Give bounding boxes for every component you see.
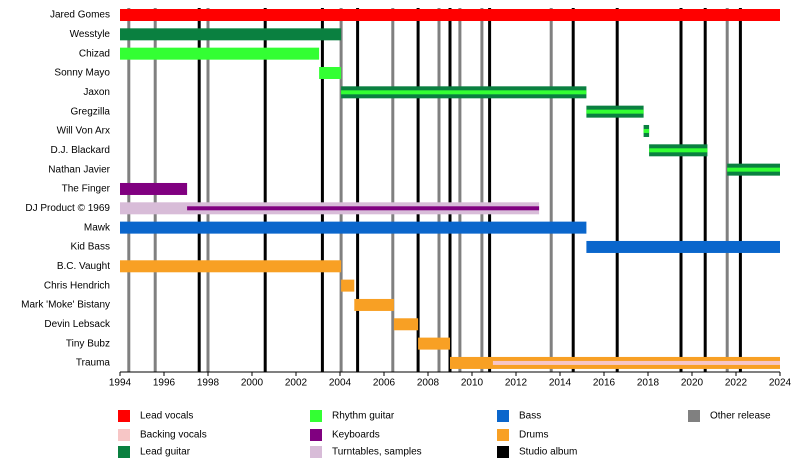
legend-swatch — [118, 410, 130, 422]
legend-swatch — [310, 410, 322, 422]
legend-swatch — [497, 446, 509, 458]
member-name: Will Von Arx — [57, 126, 110, 137]
member-name: The Finger — [62, 184, 111, 195]
legend-swatch — [310, 429, 322, 441]
member-bar — [120, 182, 188, 195]
member-name: Mawk — [84, 222, 111, 233]
member-name: Wesstyle — [70, 29, 111, 40]
member-name: Nathan Javier — [48, 164, 110, 175]
member-bar — [319, 66, 342, 79]
member-stripe — [187, 206, 540, 211]
member-stripe — [649, 148, 708, 153]
x-tick-label: 1998 — [197, 378, 220, 389]
member-bar — [418, 337, 450, 350]
legend-label: Turntables, samples — [332, 447, 422, 458]
x-tick-label: 1994 — [109, 378, 132, 389]
legend-swatch — [497, 410, 509, 422]
x-tick-label: 2020 — [681, 378, 704, 389]
x-tick-label: 1996 — [153, 378, 176, 389]
member-name: Jared Gomes — [50, 10, 110, 21]
legend-label: Studio album — [519, 447, 577, 458]
member-name: Mark 'Moke' Bistany — [21, 300, 110, 311]
x-tick-label: 2008 — [417, 378, 440, 389]
member-name: Gregzilla — [71, 106, 111, 117]
x-tick-label: 2002 — [285, 378, 308, 389]
member-bar — [393, 318, 419, 331]
member-bar — [120, 221, 587, 234]
x-tick-label: 2018 — [637, 378, 660, 389]
member-bar — [120, 47, 320, 60]
legend-label: Drums — [519, 430, 548, 441]
x-tick-label: 2006 — [373, 378, 396, 389]
legend-swatch — [118, 429, 130, 441]
member-stripe — [492, 360, 780, 365]
member-name: Chizad — [79, 48, 110, 59]
member-name: Tiny Bubz — [66, 338, 110, 349]
legend-label: Rhythm guitar — [332, 411, 395, 422]
legend-label: Lead vocals — [140, 411, 193, 422]
x-tick-label: 2004 — [329, 378, 352, 389]
member-name: Kid Bass — [71, 242, 110, 253]
legend-swatch — [118, 446, 130, 458]
legend-label: Backing vocals — [140, 430, 207, 441]
x-tick-label: 2012 — [505, 378, 528, 389]
legend-label: Other release — [710, 411, 771, 422]
member-bar — [120, 9, 780, 21]
legend-swatch — [497, 429, 509, 441]
member-name: Devin Lebsack — [44, 319, 111, 330]
x-tick-label: 2010 — [461, 378, 484, 389]
member-stripe — [586, 109, 644, 114]
member-name: B.C. Vaught — [57, 261, 110, 272]
member-bar — [341, 279, 355, 292]
member-bar — [354, 298, 394, 311]
x-tick-label: 2022 — [725, 378, 748, 389]
member-name: Jaxon — [83, 87, 110, 98]
member-name: Sonny Mayo — [54, 68, 110, 79]
member-name: Trauma — [76, 358, 111, 369]
x-tick-label: 2024 — [769, 378, 792, 389]
legend-label: Keyboards — [332, 430, 380, 441]
x-tick-label: 2016 — [593, 378, 616, 389]
legend-label: Lead guitar — [140, 447, 191, 458]
x-tick-label: 2000 — [241, 378, 264, 389]
legend-label: Bass — [519, 411, 541, 422]
member-stripe — [341, 90, 587, 95]
member-name: D.J. Blackard — [51, 145, 110, 156]
member-bar — [120, 260, 342, 273]
legend-swatch — [688, 410, 700, 422]
x-tick-label: 2014 — [549, 378, 572, 389]
member-bar — [586, 240, 780, 253]
member-name: DJ Product © 1969 — [25, 203, 110, 214]
legend-swatch — [310, 446, 322, 458]
member-stripe — [727, 167, 780, 172]
member-name: Chris Hendrich — [44, 280, 110, 291]
member-bar — [120, 28, 342, 41]
member-stripe — [643, 128, 650, 133]
